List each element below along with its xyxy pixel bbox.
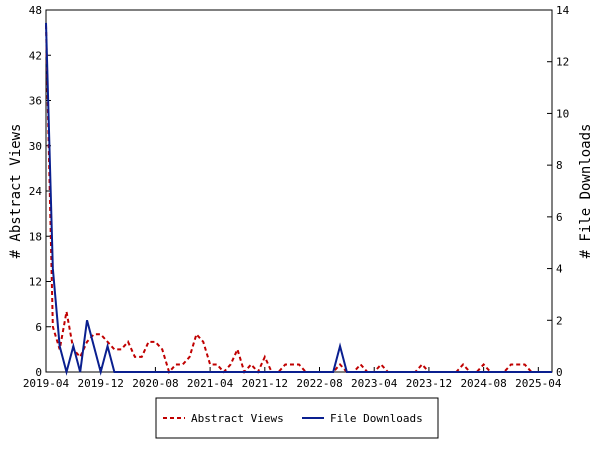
y-right-tick-label: 10 — [556, 107, 569, 120]
y-left-tick-label: 0 — [35, 366, 42, 379]
y-left-tick-label: 36 — [29, 95, 42, 108]
y-left-tick-label: 6 — [35, 321, 42, 334]
y-left-tick-label: 48 — [29, 4, 42, 17]
y-right-tick-label: 8 — [556, 159, 563, 172]
x-tick-label: 2023-04 — [351, 377, 398, 390]
y-right-tick-label: 4 — [556, 263, 563, 276]
x-tick-label: 2023-12 — [406, 377, 452, 390]
x-tick-label: 2022-08 — [296, 377, 342, 390]
x-tick-label: 2019-04 — [23, 377, 70, 390]
x-tick-label: 2019-12 — [78, 377, 124, 390]
legend: Abstract Views File Downloads — [155, 397, 439, 439]
y-left-tick-label: 18 — [29, 230, 42, 243]
y-left-tick-label: 30 — [29, 140, 42, 153]
y-right-tick-label: 2 — [556, 314, 563, 327]
series-lines — [45, 22, 552, 376]
x-tick-label: 2020-08 — [132, 377, 178, 390]
x-tick-label: 2024-08 — [460, 377, 506, 390]
y-right-tick-label: 0 — [556, 366, 563, 379]
x-tick-label: 2021-04 — [187, 377, 234, 390]
plot-area — [45, 9, 553, 373]
legend-label-abstract-views: Abstract Views — [191, 412, 284, 425]
series-line-abstract-views — [45, 25, 552, 374]
y-right-tick-label: 12 — [556, 56, 569, 69]
legend-box — [155, 397, 439, 439]
x-tick-label: 2021-12 — [242, 377, 288, 390]
y-left-tick-label: 42 — [29, 49, 42, 62]
legend-label-file-downloads: File Downloads — [330, 412, 423, 425]
y-right-axis-title: # File Downloads — [578, 124, 594, 259]
y-left-tick-label: 12 — [29, 276, 42, 289]
y-left-tick-label: 24 — [29, 185, 43, 198]
y-right-tick-label: 14 — [556, 4, 570, 17]
y-right-tick-label: 6 — [556, 211, 563, 224]
series-line-file-downloads — [45, 22, 552, 376]
y-left-axis-title: # Abstract Views — [8, 124, 24, 259]
x-tick-label: 2025-04 — [515, 377, 562, 390]
